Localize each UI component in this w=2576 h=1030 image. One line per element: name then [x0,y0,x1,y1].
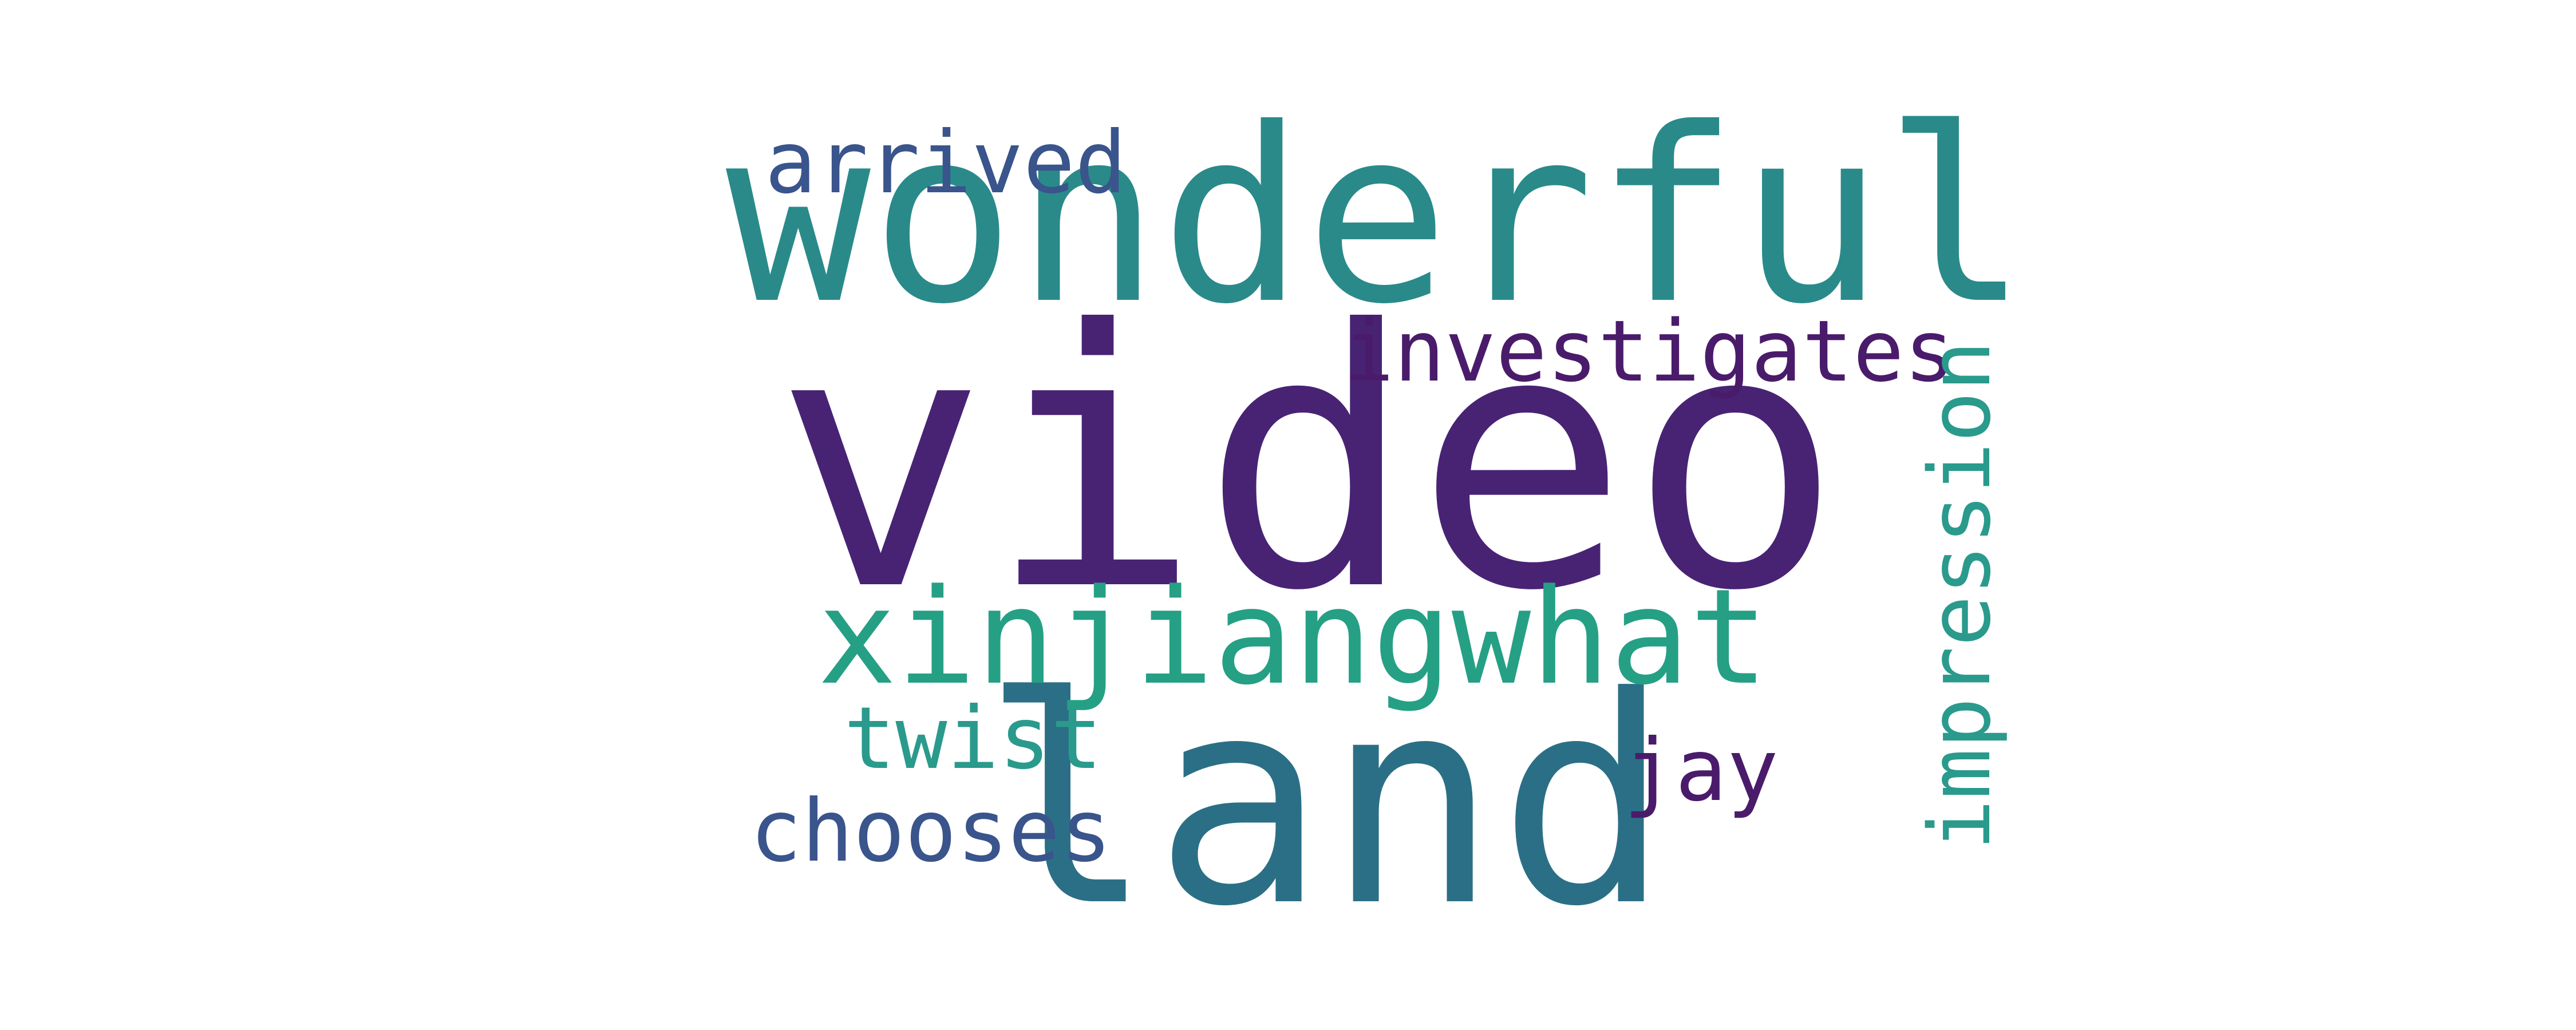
word-impression: impression [1911,340,2009,850]
word-chooses: chooses [750,782,1112,881]
word-jay: jay [1623,721,1779,821]
word-xinjiangwhat: xinjiangwhat [817,561,1769,714]
word-arrived: arrived [765,113,1127,213]
word-investigates: investigates [1343,302,1955,401]
word-twist: twist [844,689,1103,789]
word-video: video [774,256,1843,668]
word-land: land [981,636,1671,969]
word-wonderful: wonderful [726,77,2029,357]
